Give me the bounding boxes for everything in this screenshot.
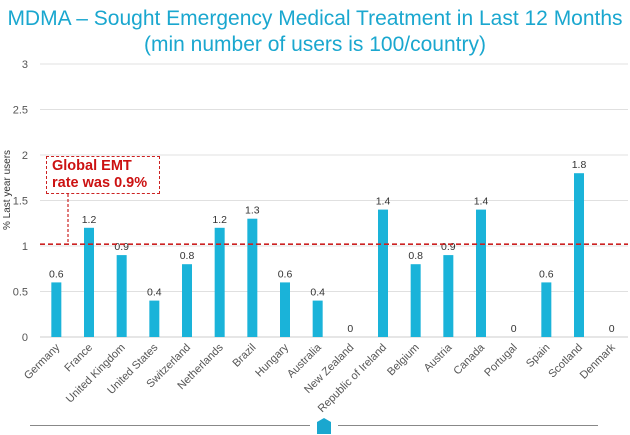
bar — [280, 282, 290, 337]
bar — [51, 282, 62, 337]
y-tick-label: 2 — [22, 150, 28, 162]
data-label: 0.8 — [408, 250, 423, 262]
x-tick-label: Belgium — [385, 342, 422, 379]
y-tick-label: 2.5 — [13, 105, 28, 117]
data-label: 0.4 — [147, 287, 162, 299]
bar — [247, 218, 258, 337]
bar — [312, 300, 323, 337]
x-tick-label: Spain — [524, 342, 552, 370]
chart-title: MDMA – Sought Emergency Medical Treatmen… — [0, 6, 630, 58]
y-tick-label: 1 — [22, 241, 28, 253]
global-rate-callout: Global EMT rate was 0.9% — [46, 156, 160, 194]
data-label: 0.9 — [114, 241, 129, 253]
data-label: 1.4 — [376, 196, 391, 208]
bar — [214, 227, 225, 337]
bar — [84, 227, 94, 337]
y-tick-label: 3 — [22, 59, 28, 71]
data-label: 0.8 — [180, 250, 195, 262]
x-tick-label: Portugal — [482, 342, 519, 379]
data-label: 1.2 — [82, 214, 97, 226]
data-label: 0 — [609, 323, 615, 335]
bar — [541, 282, 552, 337]
x-tick-label: United Kingdom — [64, 342, 128, 406]
bar — [116, 255, 127, 337]
bar — [182, 264, 192, 337]
data-label: 0.6 — [539, 268, 554, 280]
bar — [410, 264, 421, 337]
x-tick-label: Germany — [22, 341, 63, 382]
data-label: 0.4 — [310, 287, 325, 299]
x-tick-label: Brazil — [231, 342, 259, 370]
data-label: 1.2 — [212, 214, 227, 226]
y-tick-label: 0 — [22, 332, 28, 344]
data-label: 0.6 — [278, 268, 293, 280]
x-tick-label: Austria — [422, 341, 455, 374]
data-label: 1.8 — [572, 159, 587, 171]
footer-line-right — [338, 425, 598, 426]
x-tick-label: Denmark — [578, 341, 618, 381]
data-label: 1.4 — [474, 196, 489, 208]
data-label: 1.3 — [245, 205, 260, 217]
bar — [574, 173, 584, 337]
bar — [149, 300, 160, 337]
data-label: 0 — [347, 323, 353, 335]
bar — [443, 255, 454, 337]
home-icon — [317, 418, 331, 434]
footer-line-left — [30, 425, 310, 426]
data-label: 0.6 — [49, 268, 64, 280]
chart-subtitle: (min number of users is 100/country) — [144, 33, 486, 56]
data-label: 0 — [511, 323, 517, 335]
bar — [476, 209, 486, 337]
data-label: 0.9 — [441, 241, 456, 253]
chart-title-line1: MDMA – Sought Emergency Medical Treatmen… — [7, 7, 623, 30]
y-tick-label: 1.5 — [13, 196, 28, 208]
callout-line1: Global EMT — [52, 158, 132, 174]
callout-line2: rate was 0.9% — [52, 175, 148, 191]
bar — [378, 209, 388, 337]
y-tick-label: 0.5 — [13, 287, 28, 299]
y-axis-label: % Last year users — [2, 150, 13, 230]
